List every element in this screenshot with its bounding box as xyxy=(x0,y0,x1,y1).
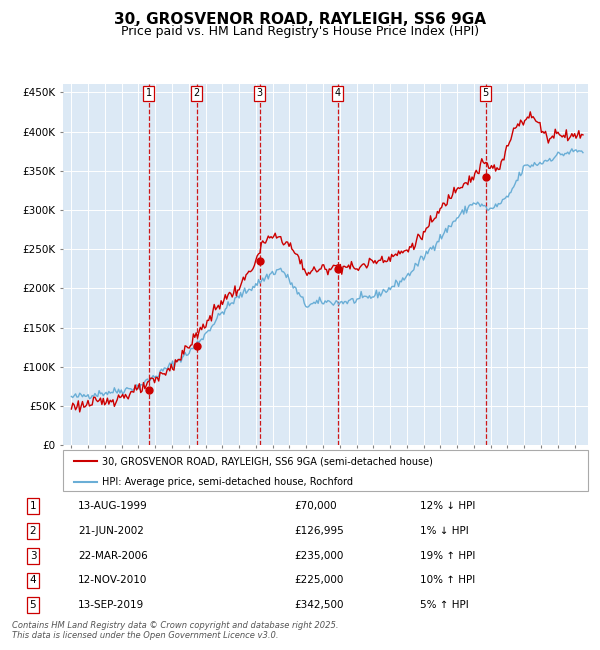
Text: 4: 4 xyxy=(29,575,37,586)
Text: 4: 4 xyxy=(334,88,341,98)
Text: 2: 2 xyxy=(194,88,200,98)
Text: 12% ↓ HPI: 12% ↓ HPI xyxy=(420,501,475,512)
Text: 1% ↓ HPI: 1% ↓ HPI xyxy=(420,526,469,536)
Text: HPI: Average price, semi-detached house, Rochford: HPI: Average price, semi-detached house,… xyxy=(103,477,353,487)
Text: 1: 1 xyxy=(146,88,152,98)
Text: 5: 5 xyxy=(29,600,37,610)
Text: £126,995: £126,995 xyxy=(294,526,344,536)
Text: £225,000: £225,000 xyxy=(294,575,343,586)
Text: Contains HM Land Registry data © Crown copyright and database right 2025.
This d: Contains HM Land Registry data © Crown c… xyxy=(12,621,338,640)
Text: £235,000: £235,000 xyxy=(294,551,343,561)
FancyBboxPatch shape xyxy=(63,450,588,491)
Text: 12-NOV-2010: 12-NOV-2010 xyxy=(78,575,148,586)
Text: 5: 5 xyxy=(482,88,489,98)
Text: 13-AUG-1999: 13-AUG-1999 xyxy=(78,501,148,512)
Text: 30, GROSVENOR ROAD, RAYLEIGH, SS6 9GA (semi-detached house): 30, GROSVENOR ROAD, RAYLEIGH, SS6 9GA (s… xyxy=(103,456,433,466)
Text: 10% ↑ HPI: 10% ↑ HPI xyxy=(420,575,475,586)
Text: 1: 1 xyxy=(29,501,37,512)
Text: 22-MAR-2006: 22-MAR-2006 xyxy=(78,551,148,561)
Text: 5% ↑ HPI: 5% ↑ HPI xyxy=(420,600,469,610)
Text: 21-JUN-2002: 21-JUN-2002 xyxy=(78,526,144,536)
Text: 13-SEP-2019: 13-SEP-2019 xyxy=(78,600,144,610)
Text: £70,000: £70,000 xyxy=(294,501,337,512)
Text: 2: 2 xyxy=(29,526,37,536)
Text: 19% ↑ HPI: 19% ↑ HPI xyxy=(420,551,475,561)
Text: Price paid vs. HM Land Registry's House Price Index (HPI): Price paid vs. HM Land Registry's House … xyxy=(121,25,479,38)
Text: 3: 3 xyxy=(257,88,263,98)
Text: £342,500: £342,500 xyxy=(294,600,343,610)
Text: 30, GROSVENOR ROAD, RAYLEIGH, SS6 9GA: 30, GROSVENOR ROAD, RAYLEIGH, SS6 9GA xyxy=(114,12,486,27)
Text: 3: 3 xyxy=(29,551,37,561)
